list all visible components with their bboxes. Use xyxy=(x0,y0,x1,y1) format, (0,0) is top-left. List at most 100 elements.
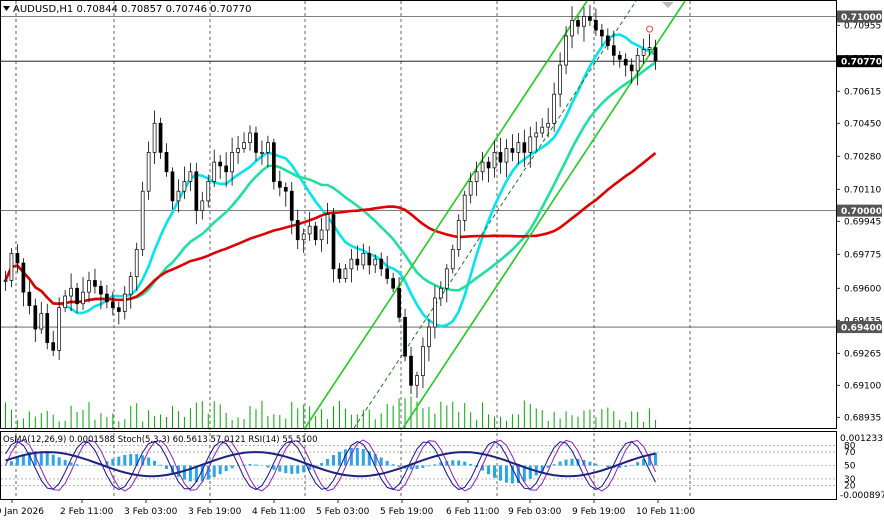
osc-hist-bar xyxy=(559,461,562,465)
candle-body xyxy=(511,149,514,153)
osc-hist-bar xyxy=(326,459,329,466)
candle-body xyxy=(237,149,240,153)
candle-body xyxy=(469,182,472,196)
candle-body xyxy=(22,263,25,292)
candle-body xyxy=(147,152,150,191)
candle-body xyxy=(642,50,645,56)
candle-body xyxy=(344,269,347,279)
time-tick-label: 4 Feb 11:00 xyxy=(252,507,306,517)
candle-body xyxy=(451,249,454,268)
candle-body xyxy=(499,152,502,162)
candle-body xyxy=(76,288,79,304)
candle-body xyxy=(535,133,538,137)
moving-average-line xyxy=(6,35,656,327)
time-tick-label: 3 Feb 19:00 xyxy=(188,507,242,517)
osc-hist-bar xyxy=(571,459,574,466)
svg-text:AUDUSD,H1 0.70844 0.70857 0.70: AUDUSD,H1 0.70844 0.70857 0.70746 0.7077… xyxy=(13,4,251,15)
candle-body xyxy=(123,294,126,311)
candle-body xyxy=(195,172,198,211)
candle-body xyxy=(278,182,281,188)
candles xyxy=(4,5,657,398)
osc-hist-bar xyxy=(487,466,490,475)
osc-hist-bar xyxy=(10,461,13,465)
dropdown-triangle-icon[interactable] xyxy=(3,6,10,11)
candle-body xyxy=(296,220,299,239)
main-pane-frame xyxy=(1,1,837,429)
time-tick-label: 5 Feb 03:00 xyxy=(316,507,370,517)
osc-hist-bar xyxy=(588,462,591,466)
candle-body xyxy=(588,17,591,21)
osc-hist-bar xyxy=(278,466,281,472)
osc-hist-bar xyxy=(52,455,55,466)
osc-hist-bar xyxy=(398,466,401,467)
candle-body xyxy=(117,308,120,312)
candle-body xyxy=(260,152,263,153)
candle-body xyxy=(439,288,442,298)
candle-body xyxy=(52,343,55,351)
candle-body xyxy=(189,172,192,182)
candle-body xyxy=(16,253,19,263)
osc-hist-bar xyxy=(76,464,79,465)
price-level-label: 0.71000 xyxy=(841,13,882,23)
candle-body xyxy=(243,143,246,149)
osc-hist-bar xyxy=(225,466,228,472)
candle-body xyxy=(4,280,7,281)
candle-body xyxy=(111,302,114,308)
osc-hist-bar xyxy=(505,466,508,483)
candle-body xyxy=(338,269,341,279)
candle-body xyxy=(541,127,544,133)
time-tick-label: 10 Feb 11:00 xyxy=(636,507,695,517)
osc-hist-bar xyxy=(213,466,216,478)
candle-body xyxy=(636,55,639,71)
osc-hist-bar xyxy=(427,466,430,467)
candle-body xyxy=(445,269,448,288)
candle-body xyxy=(219,162,222,166)
osc-hist-bar xyxy=(362,449,365,466)
candle-body xyxy=(10,253,13,280)
osc-hist-bar xyxy=(249,464,252,465)
osc-hist-bar xyxy=(46,453,49,466)
osc-hist-bar xyxy=(123,455,126,466)
candle-body xyxy=(529,137,532,153)
osc-hist-bar xyxy=(386,461,389,465)
candle-body xyxy=(427,327,430,346)
osc-hist-bar xyxy=(594,464,597,466)
candle-body xyxy=(171,172,174,201)
candle-body xyxy=(559,65,562,94)
osc-hist-bar xyxy=(451,460,454,465)
osc-hist-bar xyxy=(254,464,257,465)
osc-hist-bar xyxy=(493,466,496,478)
osc-hist-bar xyxy=(338,452,341,466)
candle-body xyxy=(475,172,478,182)
candle-body xyxy=(618,55,621,59)
osc-hist-bar xyxy=(219,466,222,475)
price-tick-label: 0.68935 xyxy=(844,413,881,423)
osc-hist-bar xyxy=(636,462,639,465)
candle-body xyxy=(505,149,508,163)
osc-top-value: 0.001233 xyxy=(840,434,883,444)
candle-body xyxy=(165,152,168,171)
candle-body xyxy=(82,292,85,304)
trend-channel[interactable] xyxy=(305,1,685,428)
candle-body xyxy=(654,48,657,62)
candle-body xyxy=(547,123,550,127)
candle-body xyxy=(213,162,216,181)
candle-body xyxy=(159,123,162,152)
osc-hist-bar xyxy=(16,457,19,465)
osc-hist-bar xyxy=(296,466,299,474)
autoscroll-icon[interactable] xyxy=(662,2,674,8)
low-value: 0.70746 xyxy=(166,4,207,15)
time-tick-label: 2 Feb 11:00 xyxy=(60,507,114,517)
osc-hist-bar xyxy=(332,455,335,465)
moving-average-line xyxy=(6,63,656,304)
candle-body xyxy=(141,191,144,249)
price-tick-label: 0.69945 xyxy=(844,217,881,227)
candle-body xyxy=(410,356,413,385)
close-value: 0.70770 xyxy=(210,4,251,15)
osc-hist-bar xyxy=(284,466,287,474)
osc-hist-bar xyxy=(165,466,168,469)
osc-hist-bar xyxy=(129,454,132,465)
